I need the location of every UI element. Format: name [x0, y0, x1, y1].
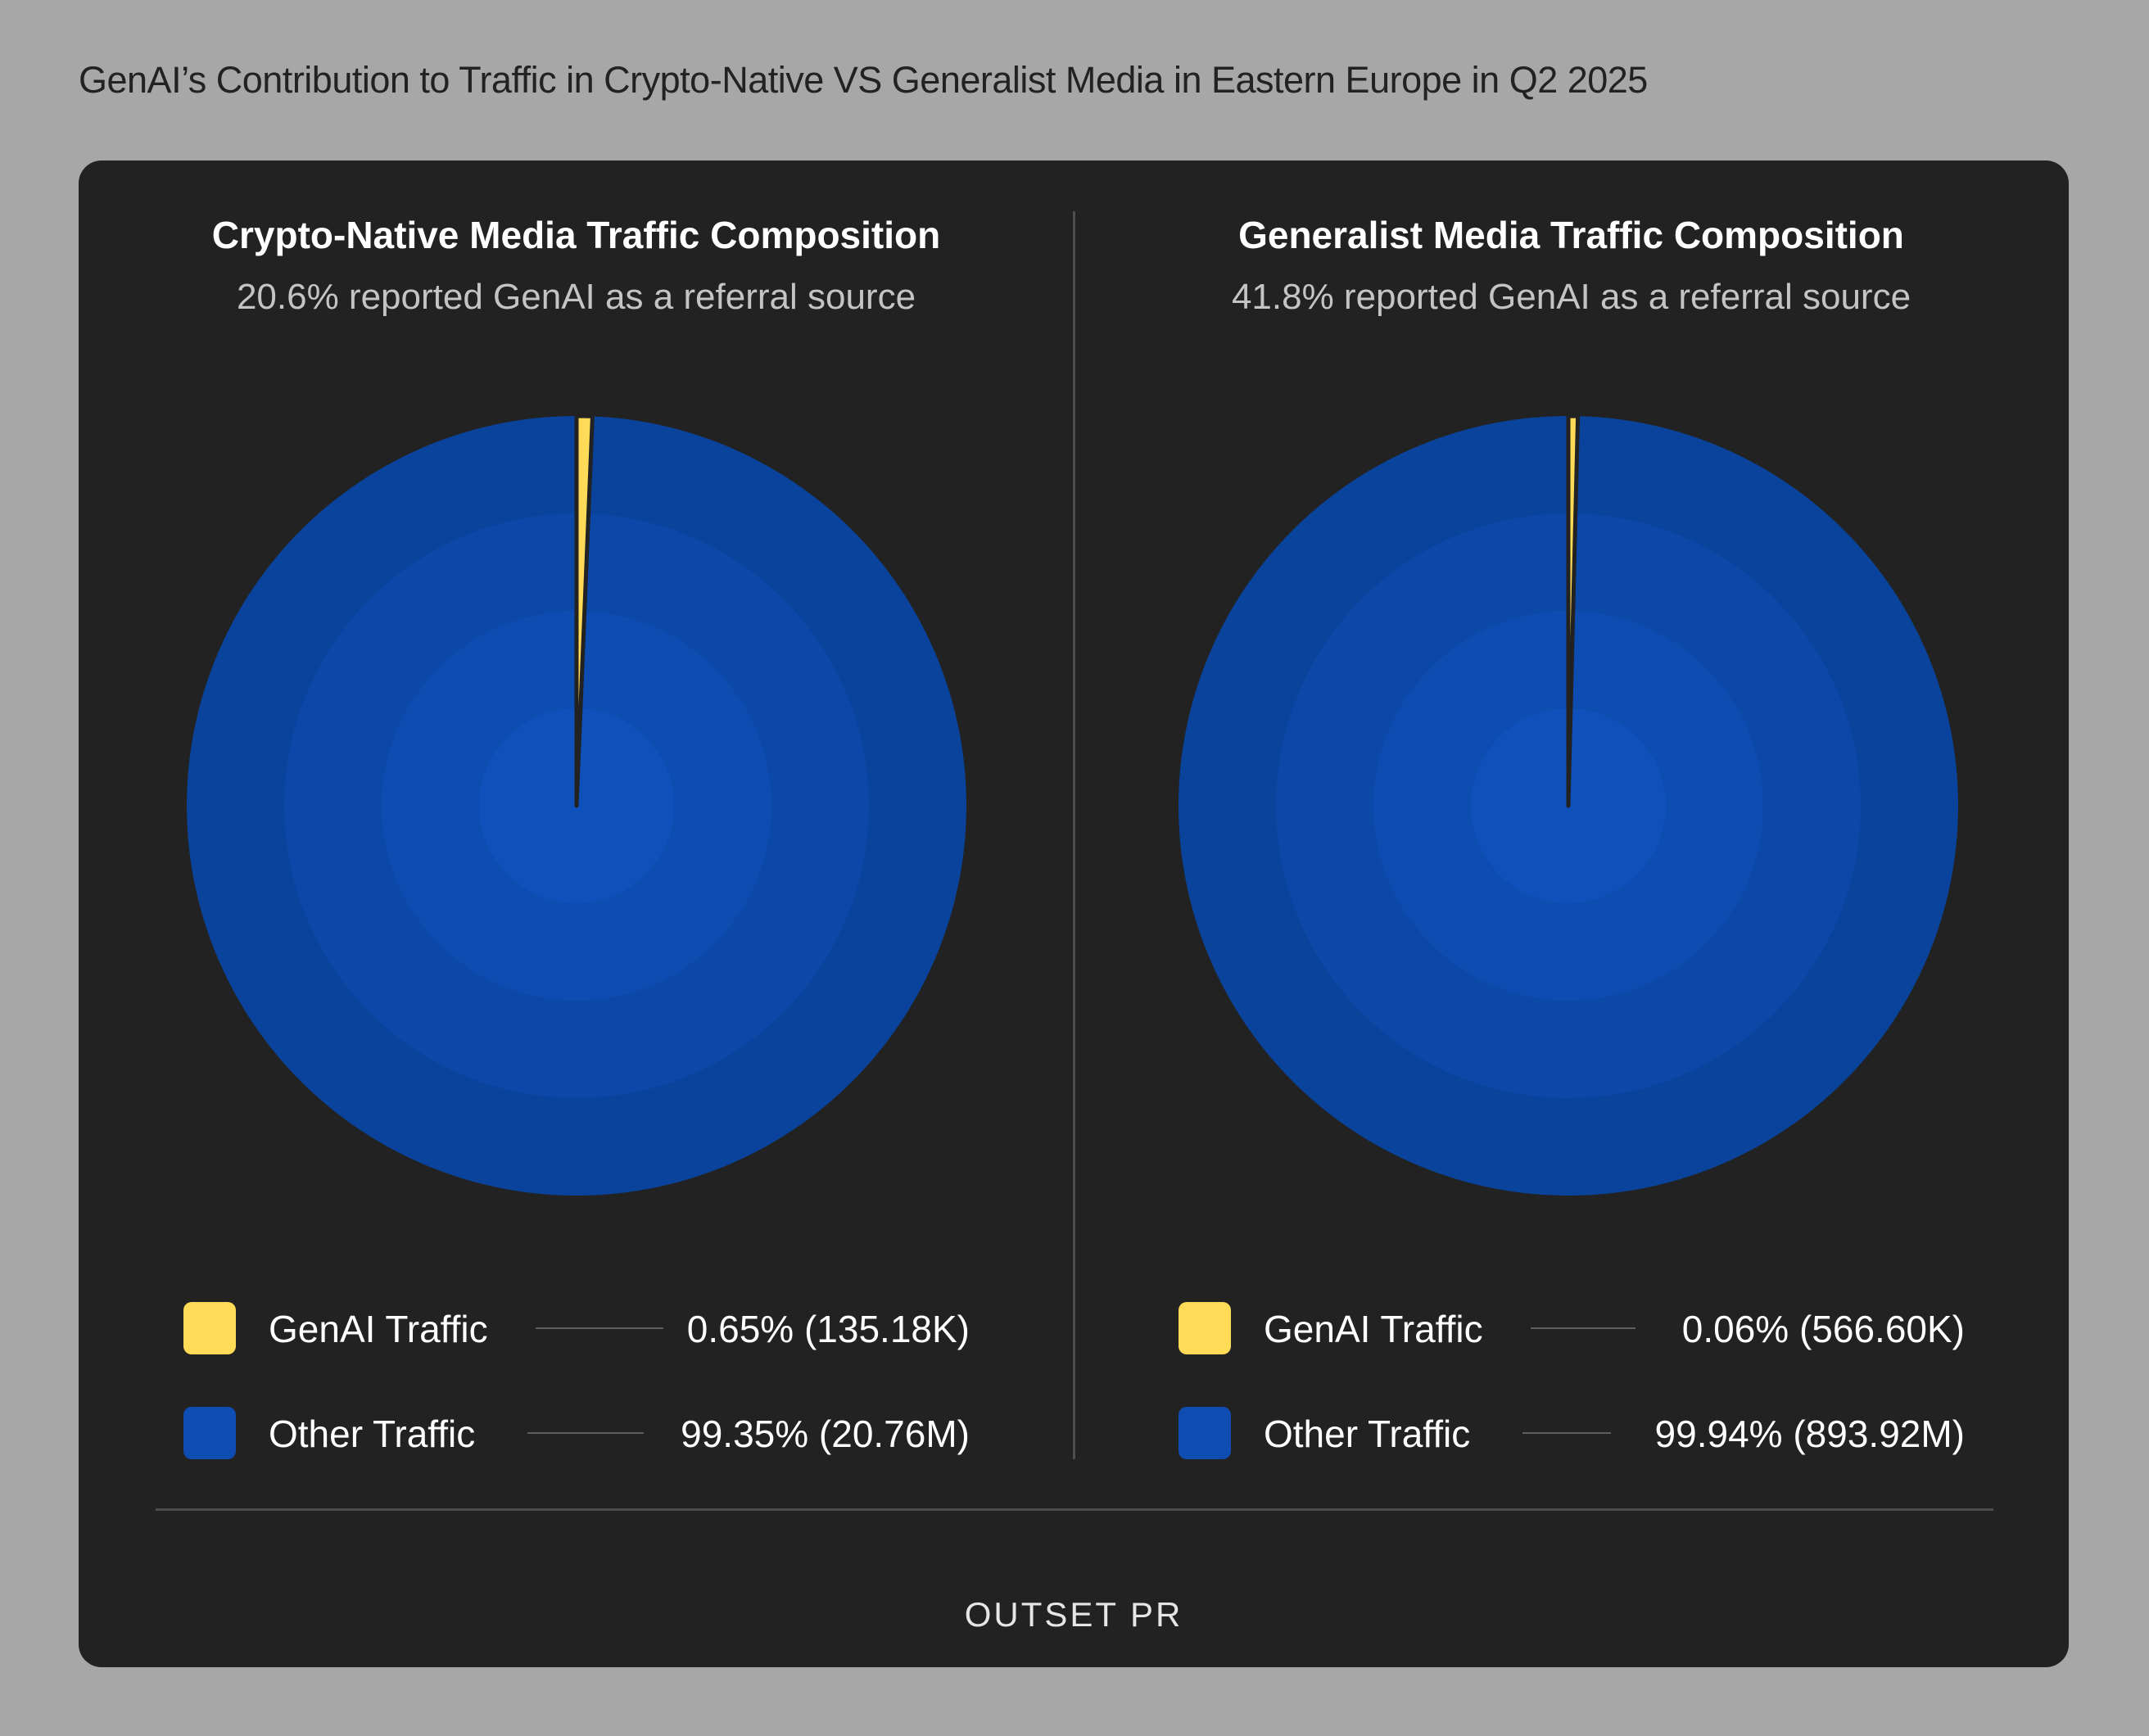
- genai-traffic-slice: [1566, 414, 1581, 808]
- brand-logo: OUTSET PR: [964, 1595, 1183, 1634]
- legend-item-other: Other Traffic 99.35% (20.76M): [183, 1407, 970, 1459]
- legend-value: 99.94% (893.92M): [1654, 1413, 1965, 1455]
- generalist-pie-chart: [1179, 414, 1958, 1196]
- genai-swatch: [183, 1302, 236, 1354]
- legend-item-genai: GenAI Traffic 0.65% (135.18K): [183, 1302, 970, 1354]
- legend-label: GenAI Traffic: [269, 1308, 488, 1350]
- crypto-native-panel: Crypto-Native Media Traffic Composition …: [79, 160, 1074, 1471]
- chart-card: Crypto-Native Media Traffic Composition …: [79, 160, 2069, 1667]
- legend: GenAI Traffic 0.65% (135.18K) Other Traf…: [183, 1302, 970, 1512]
- page-title: GenAI’s Contribution to Traffic in Crypt…: [79, 59, 1648, 101]
- panel-title: Crypto-Native Media Traffic Composition: [211, 214, 941, 256]
- genai-swatch: [1179, 1302, 1231, 1354]
- legend-value: 99.35% (20.76M): [681, 1413, 970, 1455]
- legend-value: 0.06% (566.60K): [1681, 1308, 1965, 1350]
- legend-leader-line: [527, 1432, 644, 1434]
- legend-leader-line: [536, 1327, 663, 1329]
- legend-leader-line: [1531, 1327, 1636, 1329]
- crypto-native-pie-chart: [187, 414, 966, 1196]
- other-swatch: [183, 1407, 236, 1459]
- legend-value: 0.65% (135.18K): [686, 1308, 970, 1350]
- vertical-divider: [1073, 211, 1075, 1459]
- legend: GenAI Traffic 0.06% (566.60K) Other Traf…: [1179, 1302, 1965, 1512]
- legend-leader-line: [1522, 1432, 1611, 1434]
- legend-item-other: Other Traffic 99.94% (893.92M): [1179, 1407, 1965, 1459]
- panel-subtitle: 20.6% reported GenAI as a referral sourc…: [236, 277, 916, 317]
- other-swatch: [1179, 1407, 1231, 1459]
- panel-subtitle: 41.8% reported GenAI as a referral sourc…: [1231, 277, 1911, 317]
- legend-item-genai: GenAI Traffic 0.06% (566.60K): [1179, 1302, 1965, 1354]
- genai-traffic-slice: [574, 414, 595, 808]
- legend-label: GenAI Traffic: [1264, 1308, 1483, 1350]
- legend-label: Other Traffic: [1264, 1413, 1471, 1455]
- legend-label: Other Traffic: [269, 1413, 476, 1455]
- generalist-panel: Generalist Media Traffic Composition 41.…: [1074, 160, 2069, 1471]
- panel-title: Generalist Media Traffic Composition: [1238, 214, 1904, 256]
- horizontal-divider: [156, 1508, 1993, 1511]
